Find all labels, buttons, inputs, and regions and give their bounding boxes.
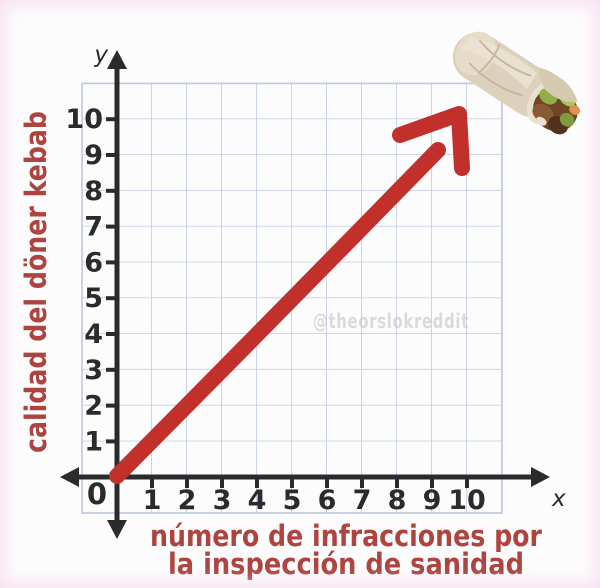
x-tick-label-9: 9 [423, 485, 442, 516]
y-tick-marks [106, 117, 118, 444]
x-axis-label-line1: número de infracciones por [150, 519, 543, 553]
y-tick-label-9: 9 [84, 140, 103, 171]
x-tick-marks [150, 477, 469, 488]
origin-label: 0 [87, 477, 107, 511]
x-tick-label-7: 7 [353, 485, 372, 516]
x-tick-labels: 1 2 3 4 5 6 7 8 9 10 [143, 485, 486, 516]
y-axis-down-arrow-icon [107, 520, 127, 539]
x-axis-right-arrow-icon [531, 467, 550, 487]
x-tick-label-1: 1 [143, 485, 162, 516]
trend-arrow-shaft [109, 142, 446, 484]
watermark-text: @theorslokreddit [313, 309, 469, 333]
y-tick-labels: 1 2 3 4 5 6 7 8 9 10 [65, 104, 103, 457]
y-tick-label-5: 5 [84, 283, 103, 314]
x-axis-label-line2: la inspección de sanidad [168, 547, 524, 581]
doner-kebab-image [452, 31, 581, 135]
y-tick-label-1: 1 [84, 426, 103, 457]
y-tick-label-2: 2 [84, 391, 103, 422]
x-tick-label-2: 2 [178, 485, 197, 516]
x-tick-label-4: 4 [248, 485, 267, 516]
x-tick-label-3: 3 [213, 485, 232, 516]
y-tick-label-4: 4 [84, 319, 103, 350]
trend-arrow [109, 106, 470, 484]
y-axis-up-arrow-icon [107, 50, 127, 69]
y-axis-letter: y [93, 42, 108, 68]
y-tick-label-6: 6 [84, 247, 103, 278]
axes [60, 50, 550, 539]
trend-arrow-head-icon [392, 106, 470, 176]
kebab-body [452, 31, 581, 135]
x-axis-letter: x [551, 486, 566, 512]
y-axis-label: calidad del döner kebab [19, 111, 53, 453]
y-tick-label-10: 10 [65, 104, 103, 135]
y-tick-label-7: 7 [84, 212, 103, 243]
x-tick-label-10: 10 [448, 485, 486, 516]
x-axis-left-arrow-icon [60, 467, 79, 487]
y-tick-label-8: 8 [84, 176, 103, 207]
x-tick-label-6: 6 [318, 485, 337, 516]
x-tick-label-5: 5 [283, 485, 302, 516]
x-tick-label-8: 8 [388, 485, 407, 516]
y-tick-label-3: 3 [84, 355, 103, 386]
